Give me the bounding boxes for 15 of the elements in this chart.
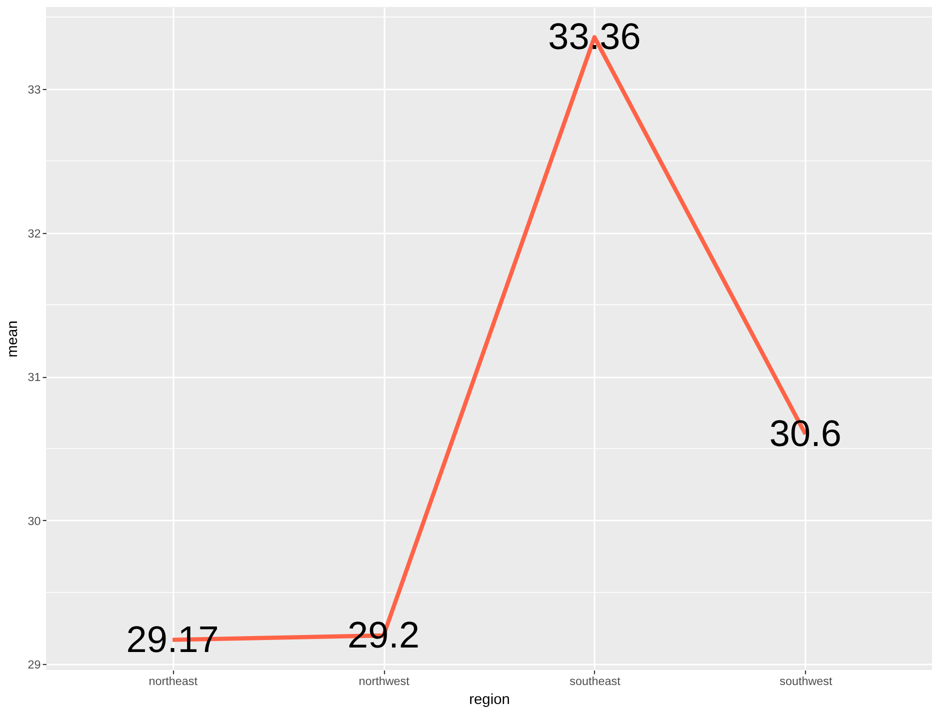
y-tick-label: 32 xyxy=(28,227,41,240)
y-tick-label: 31 xyxy=(28,371,41,384)
y-axis-title: mean xyxy=(4,320,21,358)
x-tick-label: southwest xyxy=(780,675,833,688)
y-tick-label: 29 xyxy=(28,658,41,672)
data-label: 29.17 xyxy=(126,618,219,660)
x-tick-label: southeast xyxy=(570,675,622,688)
x-axis-title: region xyxy=(469,692,510,708)
data-label: 33.36 xyxy=(548,16,641,58)
x-tick-label: northwest xyxy=(358,675,410,688)
x-tick-label: northeast xyxy=(148,675,198,688)
y-tick-label: 33 xyxy=(28,83,41,96)
data-label: 29.2 xyxy=(348,614,420,656)
y-tick-label: 30 xyxy=(28,514,42,528)
data-label: 30.6 xyxy=(769,413,842,454)
